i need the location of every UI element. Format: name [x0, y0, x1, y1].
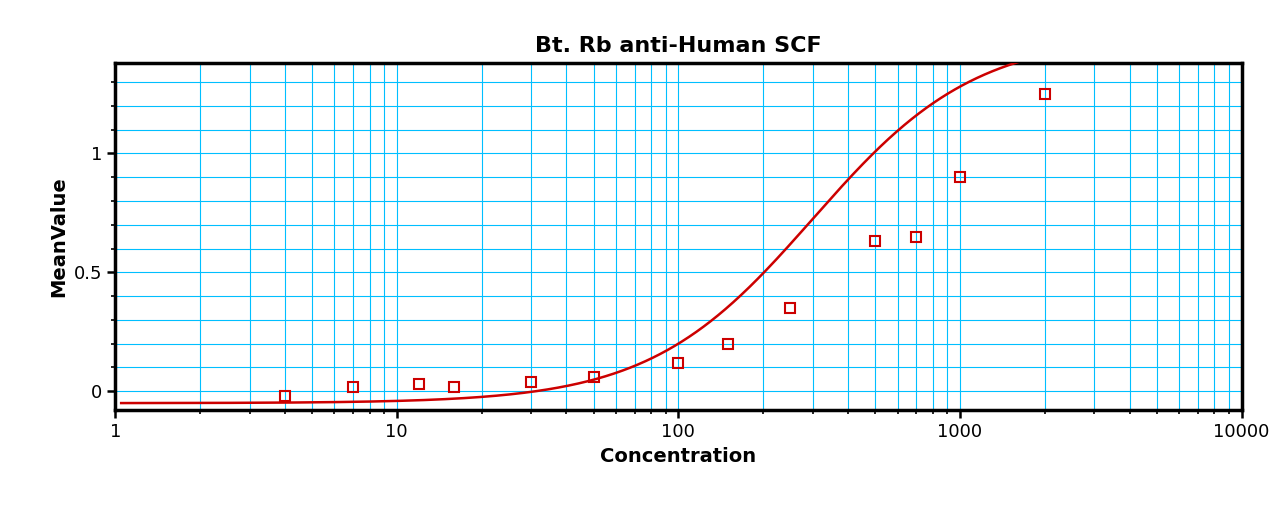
Y-axis label: MeanValue: MeanValue — [49, 176, 68, 297]
Title: Bt. Rb anti-Human SCF: Bt. Rb anti-Human SCF — [535, 36, 822, 56]
X-axis label: Concentration: Concentration — [600, 447, 756, 466]
